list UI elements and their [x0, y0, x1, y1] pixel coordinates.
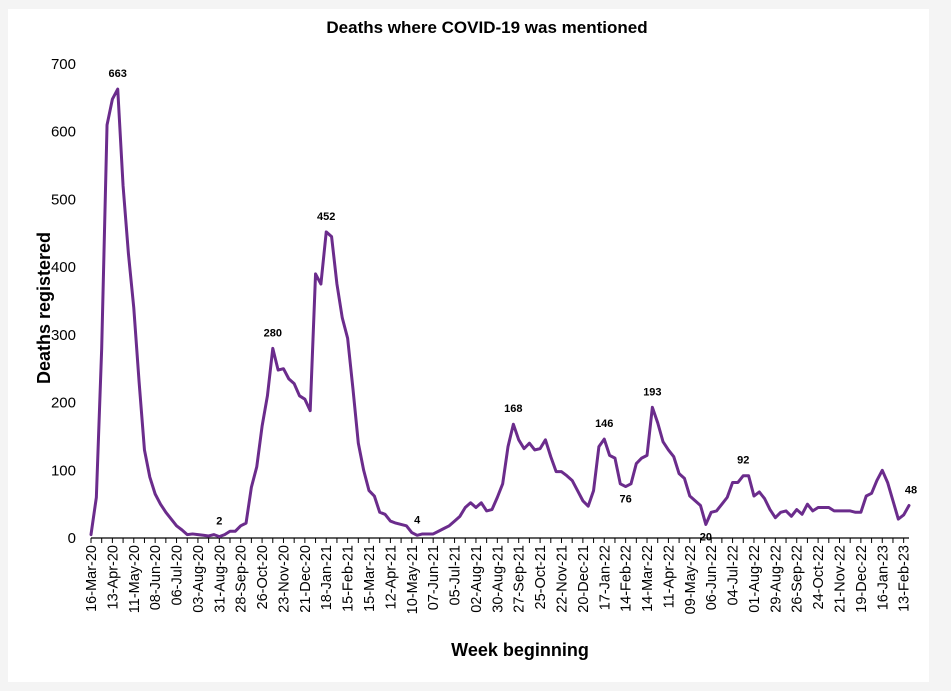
x-tick-label: 14-Feb-22	[619, 545, 635, 612]
data-label: 280	[264, 327, 282, 339]
data-label: 48	[905, 484, 917, 496]
x-tick-label: 21-Dec-20	[298, 545, 314, 613]
x-tick-label: 15-Mar-21	[362, 545, 378, 612]
x-tick-label: 31-Aug-20	[212, 545, 228, 613]
y-tick-label: 500	[51, 191, 76, 208]
x-tick-label: 13-Apr-20	[105, 545, 121, 609]
x-tick-label: 21-Nov-22	[832, 545, 848, 613]
x-tick-label: 01-Aug-22	[747, 545, 763, 613]
x-tick-label: 26-Sep-22	[790, 545, 806, 613]
x-tick-label: 12-Apr-21	[383, 545, 399, 609]
x-axis	[90, 537, 909, 543]
data-label: 76	[620, 494, 632, 506]
x-tick-label: 29-Aug-22	[768, 545, 784, 613]
y-tick-label: 0	[68, 530, 76, 547]
x-tick-label: 20-Dec-21	[576, 545, 592, 613]
chart-title: Deaths where COVID-19 was mentioned	[326, 18, 647, 37]
x-tick-label: 15-Feb-21	[341, 545, 357, 612]
y-tick-label: 100	[51, 462, 76, 479]
x-tick-label: 06-Jul-20	[170, 545, 186, 605]
data-labels: 663 2 280 452 4 168 146 76 193 20 92 48	[109, 68, 918, 543]
x-tick-label: 08-Jun-20	[148, 545, 164, 610]
x-tick-label: 04-Jul-22	[726, 545, 742, 605]
chart-panel	[8, 9, 929, 682]
x-tick-label: 27-Sep-21	[512, 545, 528, 613]
data-label: 663	[109, 68, 127, 80]
y-tick-label: 700	[51, 56, 76, 73]
data-label: 92	[737, 455, 749, 467]
series-line	[89, 87, 911, 539]
data-label: 2	[216, 516, 222, 528]
x-tick-label: 05-Jul-21	[448, 545, 464, 605]
y-tick-label: 200	[51, 395, 76, 412]
x-axis-tick-labels: 16-Mar-20 13-Apr-20 11-May-20 08-Jun-20 06-J…	[84, 545, 913, 614]
x-tick-label: 09-May-22	[683, 545, 699, 614]
data-label: 20	[700, 531, 712, 543]
y-axis-label: Deaths registered	[34, 232, 54, 384]
series-group	[89, 87, 911, 539]
x-tick-label: 22-Nov-21	[554, 545, 570, 613]
x-tick-label: 19-Dec-22	[854, 545, 870, 613]
x-tick-label: 13-Feb-23	[897, 545, 913, 612]
x-tick-label: 30-Aug-21	[490, 545, 506, 613]
data-label: 4	[414, 514, 421, 526]
y-axis-ticks: 0 100 200 300 400 500 600 700	[51, 56, 76, 547]
x-axis-label: Week beginning	[451, 640, 589, 660]
y-tick-label: 600	[51, 124, 76, 141]
x-tick-label: 16-Jan-23	[875, 545, 891, 610]
x-tick-label: 03-Aug-20	[191, 545, 207, 613]
x-tick-label: 25-Oct-21	[533, 545, 549, 609]
x-tick-label: 14-Mar-22	[640, 545, 656, 612]
x-tick-label: 24-Oct-22	[811, 545, 827, 609]
x-tick-label: 23-Nov-20	[276, 545, 292, 613]
y-tick-label: 300	[51, 327, 76, 344]
y-tick-label: 400	[51, 259, 76, 276]
data-label: 146	[595, 418, 613, 430]
x-tick-label: 16-Mar-20	[84, 545, 100, 612]
x-tick-label: 28-Sep-20	[234, 545, 250, 613]
x-tick-label: 11-Apr-22	[661, 545, 677, 608]
data-label: 193	[643, 386, 661, 398]
x-tick-label: 11-May-20	[127, 545, 143, 613]
x-tick-label: 17-Jan-22	[597, 545, 613, 610]
data-label: 168	[504, 403, 522, 415]
x-tick-label: 18-Jan-21	[319, 545, 335, 610]
x-tick-label: 02-Aug-21	[469, 545, 485, 613]
data-label: 452	[317, 211, 335, 223]
x-tick-label: 06-Jun-22	[704, 545, 720, 610]
x-tick-label: 26-Oct-20	[255, 545, 271, 609]
x-tick-label: 10-May-21	[405, 545, 421, 614]
x-tick-label: 07-Jun-21	[426, 545, 442, 610]
